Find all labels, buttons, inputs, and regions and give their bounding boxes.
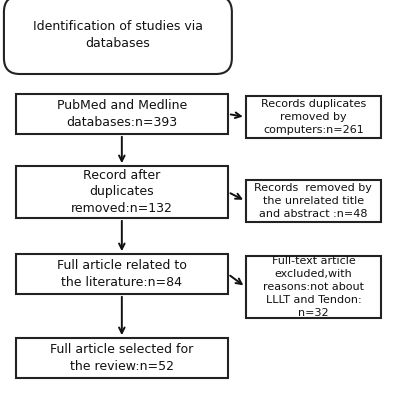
FancyBboxPatch shape (16, 166, 228, 218)
FancyBboxPatch shape (16, 94, 228, 134)
FancyBboxPatch shape (16, 338, 228, 378)
Text: Full-text article
excluded,with
reasons:not about
LLLT and Tendon:
n=32: Full-text article excluded,with reasons:… (263, 256, 364, 318)
Text: PubMed and Medline
databases:n=393: PubMed and Medline databases:n=393 (57, 99, 187, 129)
FancyBboxPatch shape (246, 96, 381, 138)
Text: Records duplicates
removed by
computers:n=261: Records duplicates removed by computers:… (261, 99, 366, 135)
FancyBboxPatch shape (4, 0, 232, 74)
FancyBboxPatch shape (16, 254, 228, 294)
FancyBboxPatch shape (246, 180, 381, 222)
FancyBboxPatch shape (246, 256, 381, 318)
Text: Identification of studies via
databases: Identification of studies via databases (33, 20, 203, 50)
Text: Record after
duplicates
removed:n=132: Record after duplicates removed:n=132 (71, 169, 173, 215)
Text: Full article related to
the literature:n=84: Full article related to the literature:n… (57, 259, 187, 289)
Text: Full article selected for
the review:n=52: Full article selected for the review:n=5… (50, 343, 193, 373)
Text: Records  removed by
the unrelated title
and abstract :n=48: Records removed by the unrelated title a… (255, 183, 372, 219)
